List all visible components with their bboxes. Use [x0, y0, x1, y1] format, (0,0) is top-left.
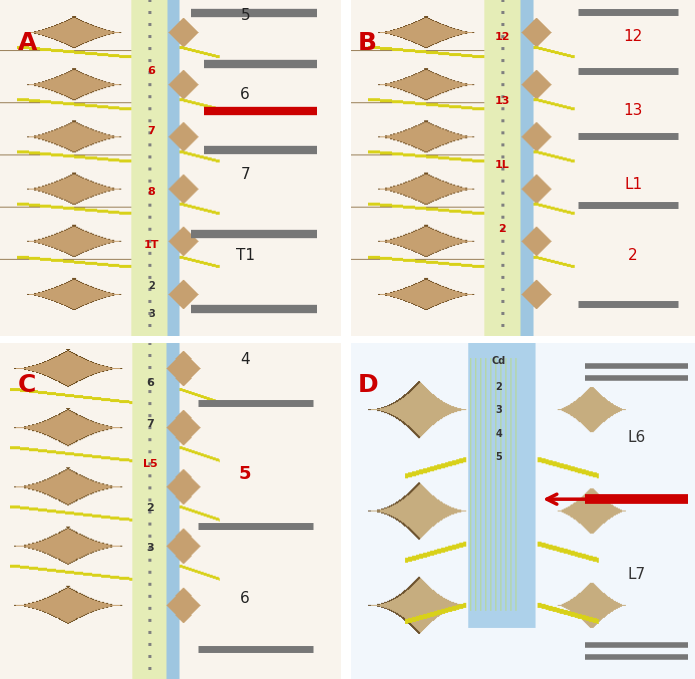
Text: 1T: 1T — [144, 240, 159, 251]
Text: 7: 7 — [240, 167, 250, 182]
Text: 7: 7 — [147, 126, 156, 136]
Text: T1: T1 — [236, 248, 254, 263]
Text: 6: 6 — [240, 87, 250, 102]
Text: L1: L1 — [624, 177, 642, 192]
Text: 8: 8 — [147, 187, 156, 197]
Text: 2: 2 — [146, 502, 154, 513]
Text: L7: L7 — [628, 568, 646, 583]
Text: B: B — [358, 31, 377, 54]
Text: D: D — [358, 373, 379, 397]
Text: 3: 3 — [146, 543, 154, 553]
Text: 6: 6 — [240, 591, 250, 606]
Text: 2: 2 — [498, 223, 506, 234]
Text: 13: 13 — [623, 103, 643, 118]
Text: Cd: Cd — [492, 356, 506, 367]
Text: L5: L5 — [142, 459, 157, 469]
Text: 5: 5 — [240, 7, 250, 22]
Text: 4: 4 — [496, 428, 502, 439]
Text: 12: 12 — [495, 32, 510, 42]
Text: L6: L6 — [628, 430, 646, 445]
Text: 2: 2 — [148, 280, 155, 291]
Text: A: A — [17, 31, 37, 54]
Text: C: C — [17, 373, 35, 397]
Text: 2: 2 — [628, 248, 638, 263]
Text: 3: 3 — [496, 405, 502, 415]
Text: 6: 6 — [146, 378, 154, 388]
Text: 12: 12 — [623, 29, 643, 44]
Text: 2: 2 — [496, 382, 502, 392]
Text: 3: 3 — [148, 309, 155, 319]
Text: 4: 4 — [240, 352, 250, 367]
Text: 13: 13 — [495, 96, 510, 106]
Text: 6: 6 — [147, 66, 156, 75]
Text: 7: 7 — [146, 418, 154, 428]
Text: 5: 5 — [496, 452, 502, 462]
Text: 5: 5 — [239, 465, 252, 483]
Text: 1L: 1L — [495, 160, 509, 170]
